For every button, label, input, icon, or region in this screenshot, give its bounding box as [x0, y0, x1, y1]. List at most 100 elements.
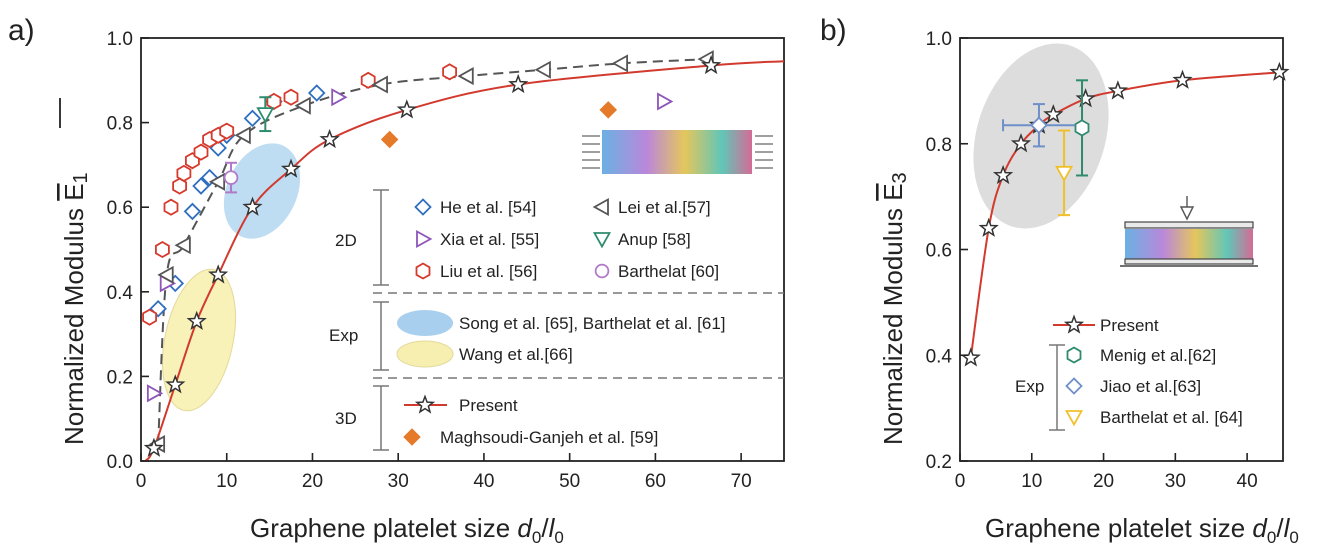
panel-a-y-tick-label: 0.6 [107, 198, 133, 219]
legend-group-exp: Exp [329, 326, 358, 345]
data-point [193, 143, 209, 161]
wang-region [162, 268, 236, 412]
panel-b-laminate-inset [1120, 196, 1258, 267]
data-point [266, 92, 282, 110]
panel-b-x-tick-label: 10 [1021, 471, 1042, 492]
legend-marker [1066, 346, 1082, 364]
data-point [1172, 69, 1193, 89]
data-point [1043, 104, 1064, 124]
panel-a-x-tick-label: 0 [136, 471, 147, 492]
data-point [219, 122, 235, 140]
panel-a-y-tick-label: 0.4 [107, 283, 134, 304]
data-point [142, 308, 157, 326]
legend-marker [592, 232, 612, 249]
panel-a-marks [142, 50, 722, 457]
legend-marker [1065, 377, 1083, 395]
data-point [174, 236, 191, 255]
panel-a-plot-frame [140, 37, 785, 462]
data-point [163, 198, 179, 216]
data-point [360, 71, 376, 89]
data-point [294, 96, 311, 115]
data-point [1269, 61, 1290, 81]
legend-label-anup: Anup [58] [618, 230, 691, 249]
panel-a-x-tick-label: 60 [645, 471, 666, 492]
data-point [1075, 88, 1096, 108]
panel-a-exp-regions [162, 143, 301, 412]
data-point [157, 265, 174, 284]
data-point [283, 88, 299, 106]
data-point [700, 54, 722, 75]
legend-marker [415, 262, 431, 280]
panel-b-legend-markers [1063, 314, 1085, 427]
data-point [442, 63, 457, 81]
panel-a-laminate-inset [582, 130, 773, 174]
panel-b-ticks: 0 10 20 30 40 0.2 0.4 0.6 0.8 1.0 [926, 29, 1258, 492]
data-point [457, 67, 474, 86]
data-point [534, 60, 551, 79]
data-point [192, 177, 210, 195]
data-point [234, 126, 251, 145]
data-point [396, 99, 417, 119]
panel-a-legend-markers [403, 197, 612, 446]
legend-label-present-b: Present [1100, 316, 1159, 335]
data-point [183, 202, 202, 221]
legend-swatch-song [397, 310, 453, 336]
panel-b-y-tick-label: 0.6 [926, 241, 952, 262]
song-barthelat-region [223, 143, 301, 239]
panel-b-y-tick-label: 0.2 [926, 452, 952, 473]
legend-marker [416, 229, 433, 249]
legend-label-barthelat: Barthelat [60] [618, 262, 719, 281]
panel-b-y-tick-label: 0.8 [926, 135, 952, 156]
panel-b-y-tick-label: 1.0 [926, 29, 952, 50]
data-point [242, 196, 263, 216]
panel-a-x-tick-label: 20 [302, 471, 323, 492]
legend-label-lei: Lei et al.[57] [618, 198, 711, 217]
legend-marker [414, 198, 432, 216]
legend-label-he: He et al. [54] [440, 198, 536, 217]
legend-group-exp-b: Exp [1015, 377, 1044, 396]
panel-a-legend: 2D Exp 3D He et al. [54] Xia et al. [55]… [329, 189, 784, 451]
data-point [508, 73, 529, 94]
legend-label-menig: Menig et al.[62] [1100, 346, 1216, 365]
data-point [165, 374, 186, 394]
panel-b-marks [960, 61, 1290, 367]
data-point [172, 177, 187, 195]
legend-marker [1064, 410, 1084, 427]
data-point [371, 75, 388, 94]
data-point [960, 347, 981, 367]
panel-b: 0 10 20 30 40 0.2 0.4 0.6 0.8 1.0 Exp Present Men… [878, 29, 1299, 546]
data-point [143, 437, 164, 457]
legend-marker [403, 428, 421, 446]
data-point [280, 158, 302, 178]
data-point [176, 164, 192, 182]
data-point [243, 109, 262, 128]
data-point [155, 240, 170, 259]
legend-group-2d: 2D [335, 231, 357, 250]
data-point [978, 217, 999, 237]
panel-a-x-tick-label: 50 [559, 471, 580, 492]
legend-label-present-a: Present [459, 396, 518, 415]
panel-a-y-tick-label: 1.0 [107, 29, 133, 50]
panel-a-x-tick-label: 10 [216, 471, 237, 492]
panel-a-y-tick-label: 0.8 [107, 114, 133, 135]
panel-a: 0 10 20 30 40 50 60 70 0.0 0.2 0.4 0.6 0.8 1.0 2D [59, 29, 785, 546]
data-point [208, 264, 229, 284]
legend-marker [1063, 314, 1085, 334]
legend-label-song: Song et al. [65], Barthelat et al. [61] [459, 314, 726, 333]
panel-b-label: b) [820, 14, 847, 47]
legend-label-xia: Xia et al. [55] [440, 230, 539, 249]
legend-group-3d: 3D [335, 409, 357, 428]
data-point [208, 172, 226, 191]
data-point [223, 170, 239, 185]
panel-b-x-tick-label: 30 [1165, 471, 1186, 492]
data-point [657, 92, 674, 111]
panel-b-legend: Exp Present Menig et al.[62] Jiao et al.… [1015, 314, 1243, 431]
panel-a-x-tick-label: 70 [731, 471, 752, 492]
panel-b-exp-region [973, 43, 1109, 229]
data-point [307, 84, 326, 102]
panel-a-y-tick-label: 0.0 [107, 452, 133, 473]
legend-swatch-wang [396, 340, 454, 368]
panel-b-x-tick-label: 20 [1093, 471, 1114, 492]
panel-b-curves [969, 71, 1280, 359]
